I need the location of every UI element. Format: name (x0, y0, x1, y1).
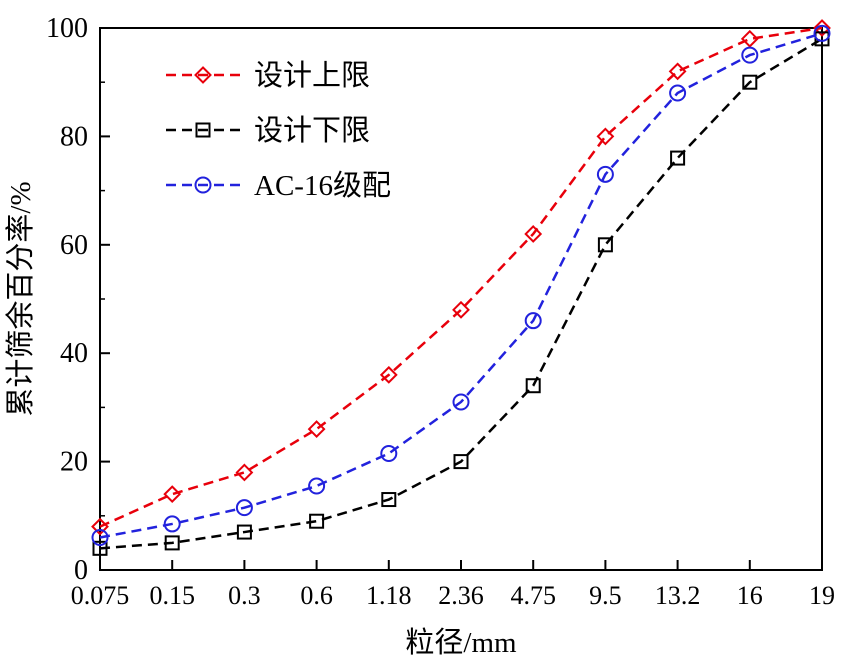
marker-diamond-design-upper-limit (740, 29, 759, 48)
marker-diamond-design-upper-limit (91, 517, 109, 536)
marker-square-design-lower-limit (742, 74, 758, 90)
x-tick-label: 1.18 (366, 581, 412, 610)
series-line-ac16-gradation (99, 32, 823, 539)
marker-diamond-design-upper-limit (452, 300, 470, 319)
series-line-design-lower-limit (99, 37, 823, 550)
marker-diamond-design-upper-limit (163, 485, 182, 504)
marker-circle-ac16-gradation (669, 84, 687, 102)
x-tick-label: 4.75 (510, 581, 556, 610)
legend-label-ac16-gradation: AC-16级配 (254, 169, 391, 202)
y-tick-label: 80 (60, 121, 88, 152)
marker-square-design-lower-limit (670, 150, 686, 166)
marker-diamond-design-upper-limit (813, 19, 831, 37)
y-axis-title: 累计筛余百分率/% (4, 181, 37, 416)
x-tick-label: 16 (737, 581, 763, 610)
marker-diamond-design-upper-limit (379, 365, 398, 384)
marker-circle-ac16-gradation (235, 499, 253, 517)
x-tick-label: 0.3 (228, 581, 261, 610)
y-tick-label: 100 (46, 13, 88, 44)
legend-marker-design-lower-limit (195, 122, 211, 138)
marker-circle-ac16-gradation (452, 393, 470, 411)
legend-marker-design-upper-limit (194, 66, 212, 84)
legend-item-ac16-gradation: AC-16级配 (166, 169, 391, 202)
y-tick-label: 60 (60, 230, 88, 261)
y-tick-label: 40 (60, 338, 88, 369)
marker-square-design-lower-limit (381, 492, 397, 508)
x-tick-label: 19 (809, 581, 835, 610)
marker-diamond-design-upper-limit (596, 127, 615, 146)
legend-item-design-upper-limit: 设计上限 (166, 59, 370, 92)
marker-diamond-design-upper-limit (235, 463, 254, 482)
marker-circle-ac16-gradation (380, 444, 398, 462)
series-ac16-gradation (91, 24, 831, 546)
marker-diamond-design-upper-limit (668, 62, 687, 81)
marker-square-design-lower-limit (164, 535, 180, 551)
marker-square-design-lower-limit (309, 513, 325, 529)
marker-circle-ac16-gradation (741, 46, 759, 64)
x-axis-title: 粒径/mm (405, 626, 517, 659)
marker-circle-ac16-gradation (308, 477, 326, 495)
marker-square-design-lower-limit (597, 237, 613, 253)
series-design-upper-limit (91, 19, 831, 536)
x-tick-label: 0.15 (149, 581, 195, 610)
y-tick-label: 0 (74, 555, 88, 586)
x-tick-label: 0.6 (300, 581, 333, 610)
x-tick-label: 0.075 (71, 581, 130, 610)
x-tick-label: 9.5 (589, 581, 622, 610)
marker-diamond-design-upper-limit (524, 225, 543, 243)
x-tick-label: 2.36 (438, 581, 484, 610)
series-line-design-upper-limit (99, 26, 823, 528)
y-tick-label: 20 (60, 447, 88, 478)
plot-border (99, 27, 823, 571)
marker-square-design-lower-limit (453, 454, 469, 470)
marker-circle-ac16-gradation (596, 165, 614, 183)
x-tick-label: 13.2 (655, 581, 701, 610)
marker-diamond-design-upper-limit (307, 420, 326, 438)
marker-circle-ac16-gradation (91, 528, 109, 546)
legend-marker-ac16-gradation (194, 176, 212, 194)
marker-square-design-lower-limit (525, 378, 541, 394)
legend-label-design-upper-limit: 设计上限 (254, 59, 370, 92)
marker-square-design-lower-limit (92, 540, 108, 556)
marker-circle-ac16-gradation (524, 312, 542, 330)
legend-label-design-lower-limit: 设计下限 (254, 114, 370, 147)
series-design-lower-limit (92, 31, 830, 556)
marker-circle-ac16-gradation (163, 515, 181, 533)
legend-item-design-lower-limit: 设计下限 (166, 114, 370, 147)
marker-circle-ac16-gradation (813, 24, 831, 42)
marker-square-design-lower-limit (236, 524, 252, 540)
